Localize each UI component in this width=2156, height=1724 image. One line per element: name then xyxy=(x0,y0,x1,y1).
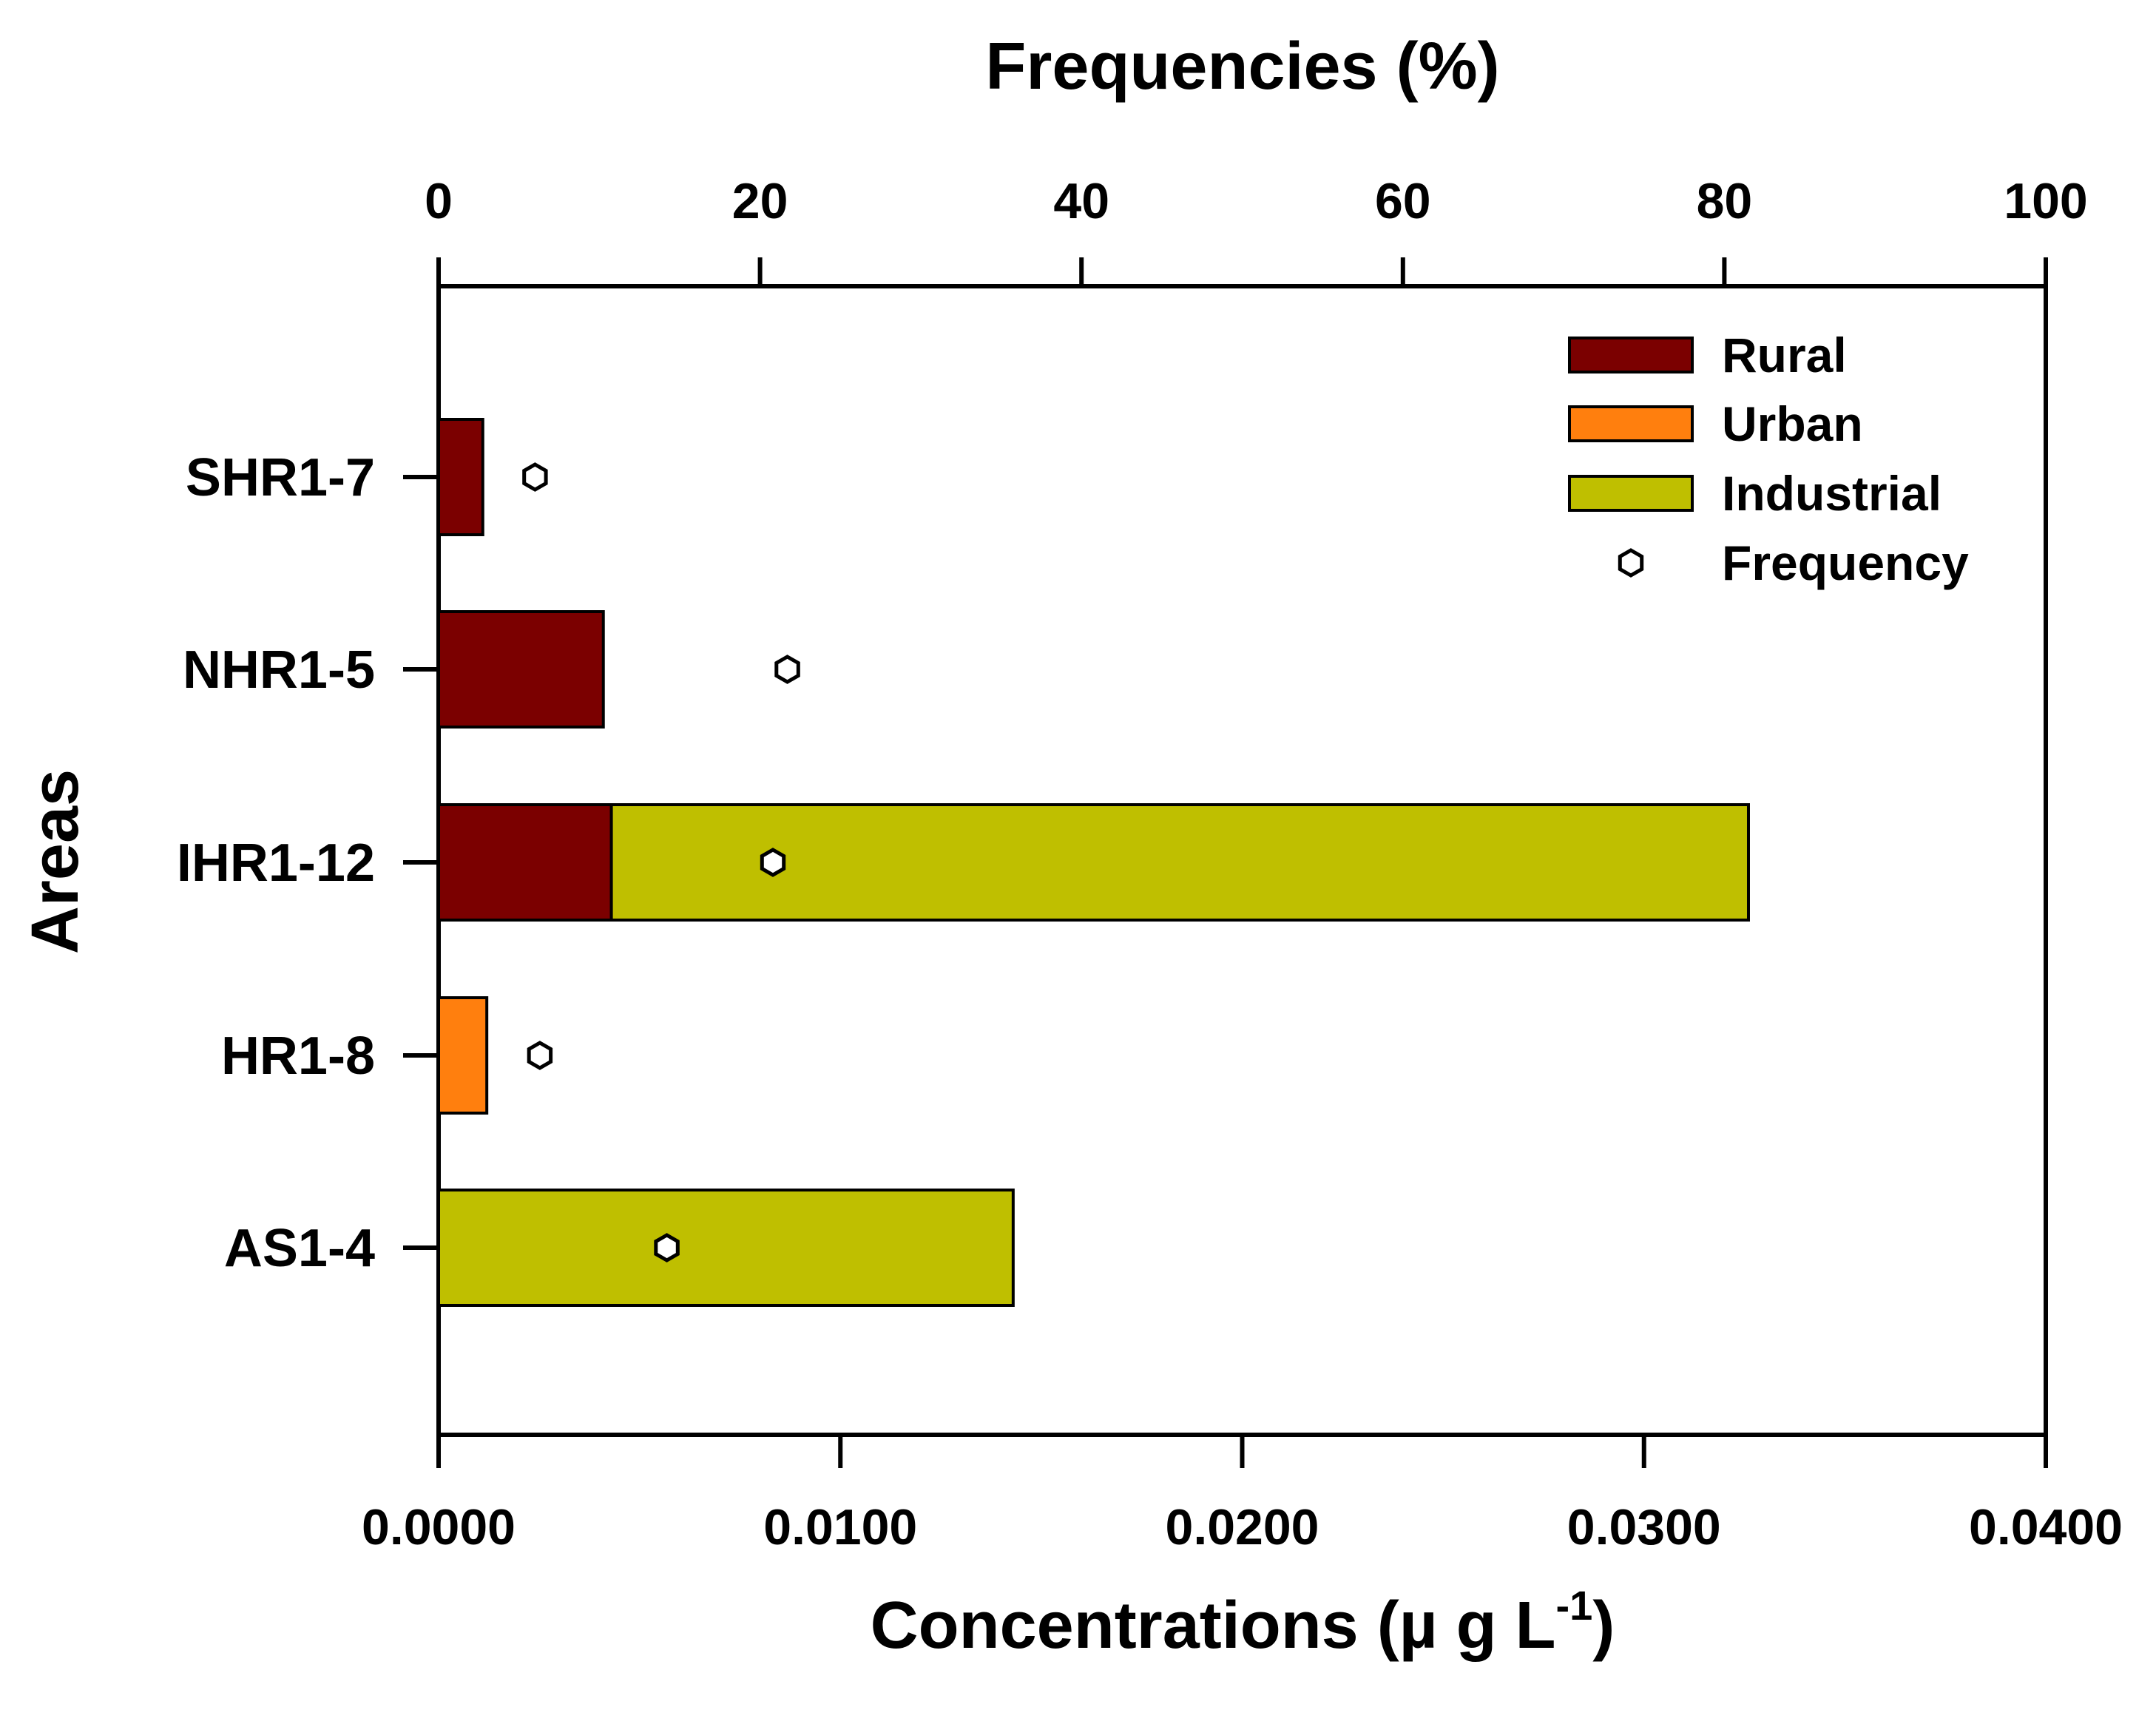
legend-swatch-frequency xyxy=(1618,548,1644,578)
frequency-marker xyxy=(527,1041,553,1070)
bar-industrial xyxy=(609,803,1750,922)
legend-label-industrial: Industrial xyxy=(1722,466,1942,521)
frequency-tick-label: 100 xyxy=(2004,173,2087,229)
bar-rural xyxy=(437,418,484,536)
top-axis-title: Frequencies (%) xyxy=(985,30,1499,104)
frequency-axis-ticks: 0 20 40 60 80 100 xyxy=(425,173,2088,286)
concentration-tick-label: 0.0200 xyxy=(1166,1499,1319,1555)
bottom-axis-title-main: Concentrations (µ g L xyxy=(871,1589,1556,1663)
legend-swatch-industrial xyxy=(1568,475,1694,512)
legend-swatch-rural xyxy=(1568,337,1694,373)
frequency-tick-label: 60 xyxy=(1375,173,1431,229)
bars xyxy=(437,418,1750,1307)
bar-rural xyxy=(437,610,605,729)
bottom-axis-title-close: ) xyxy=(1592,1589,1615,1663)
category-label: IHR1-12 xyxy=(177,834,375,893)
concentration-tick-label: 0.0000 xyxy=(362,1499,516,1555)
category-label: AS1-4 xyxy=(224,1219,375,1278)
bottom-axis-title-sup: -1 xyxy=(1556,1582,1593,1629)
category-axis-ticks: SHR1-7 NHR1-5 IHR1-12 HR1-8 AS1-4 xyxy=(177,448,439,1278)
legend-label-urban: Urban xyxy=(1722,396,1863,451)
legend-label-frequency: Frequency xyxy=(1722,535,1969,590)
frequency-tick-label: 80 xyxy=(1697,173,1753,229)
bottom-axis-title: Concentrations (µ g L-1) xyxy=(871,1582,1615,1663)
frequency-tick-label: 0 xyxy=(425,173,453,229)
y-axis-title: Areas xyxy=(18,769,92,954)
concentration-tick-label: 0.0300 xyxy=(1567,1499,1721,1555)
concentration-tick-label: 0.0100 xyxy=(763,1499,917,1555)
category-label: SHR1-7 xyxy=(186,448,375,507)
category-label: NHR1-5 xyxy=(183,640,375,700)
frequency-marker xyxy=(522,462,548,492)
bar-industrial xyxy=(437,1189,1015,1307)
legend-label-rural: Rural xyxy=(1722,328,1847,382)
frequency-marker xyxy=(774,655,800,684)
category-label: HR1-8 xyxy=(221,1027,375,1086)
bar-rural xyxy=(437,803,613,922)
legend-swatch-urban xyxy=(1568,405,1694,442)
concentration-tick-label: 0.0400 xyxy=(1969,1499,2123,1555)
legend: Rural Urban Industrial Frequency xyxy=(1568,328,1969,590)
bar-urban xyxy=(437,996,489,1115)
frequency-markers xyxy=(522,462,800,1262)
frequency-tick-label: 20 xyxy=(732,173,788,229)
frequency-marker xyxy=(760,848,786,877)
concentration-axis-ticks: 0.0000 0.0100 0.0200 0.0300 0.0400 xyxy=(362,1435,2123,1555)
frequency-marker xyxy=(654,1233,680,1262)
frequency-tick-label: 40 xyxy=(1053,173,1109,229)
